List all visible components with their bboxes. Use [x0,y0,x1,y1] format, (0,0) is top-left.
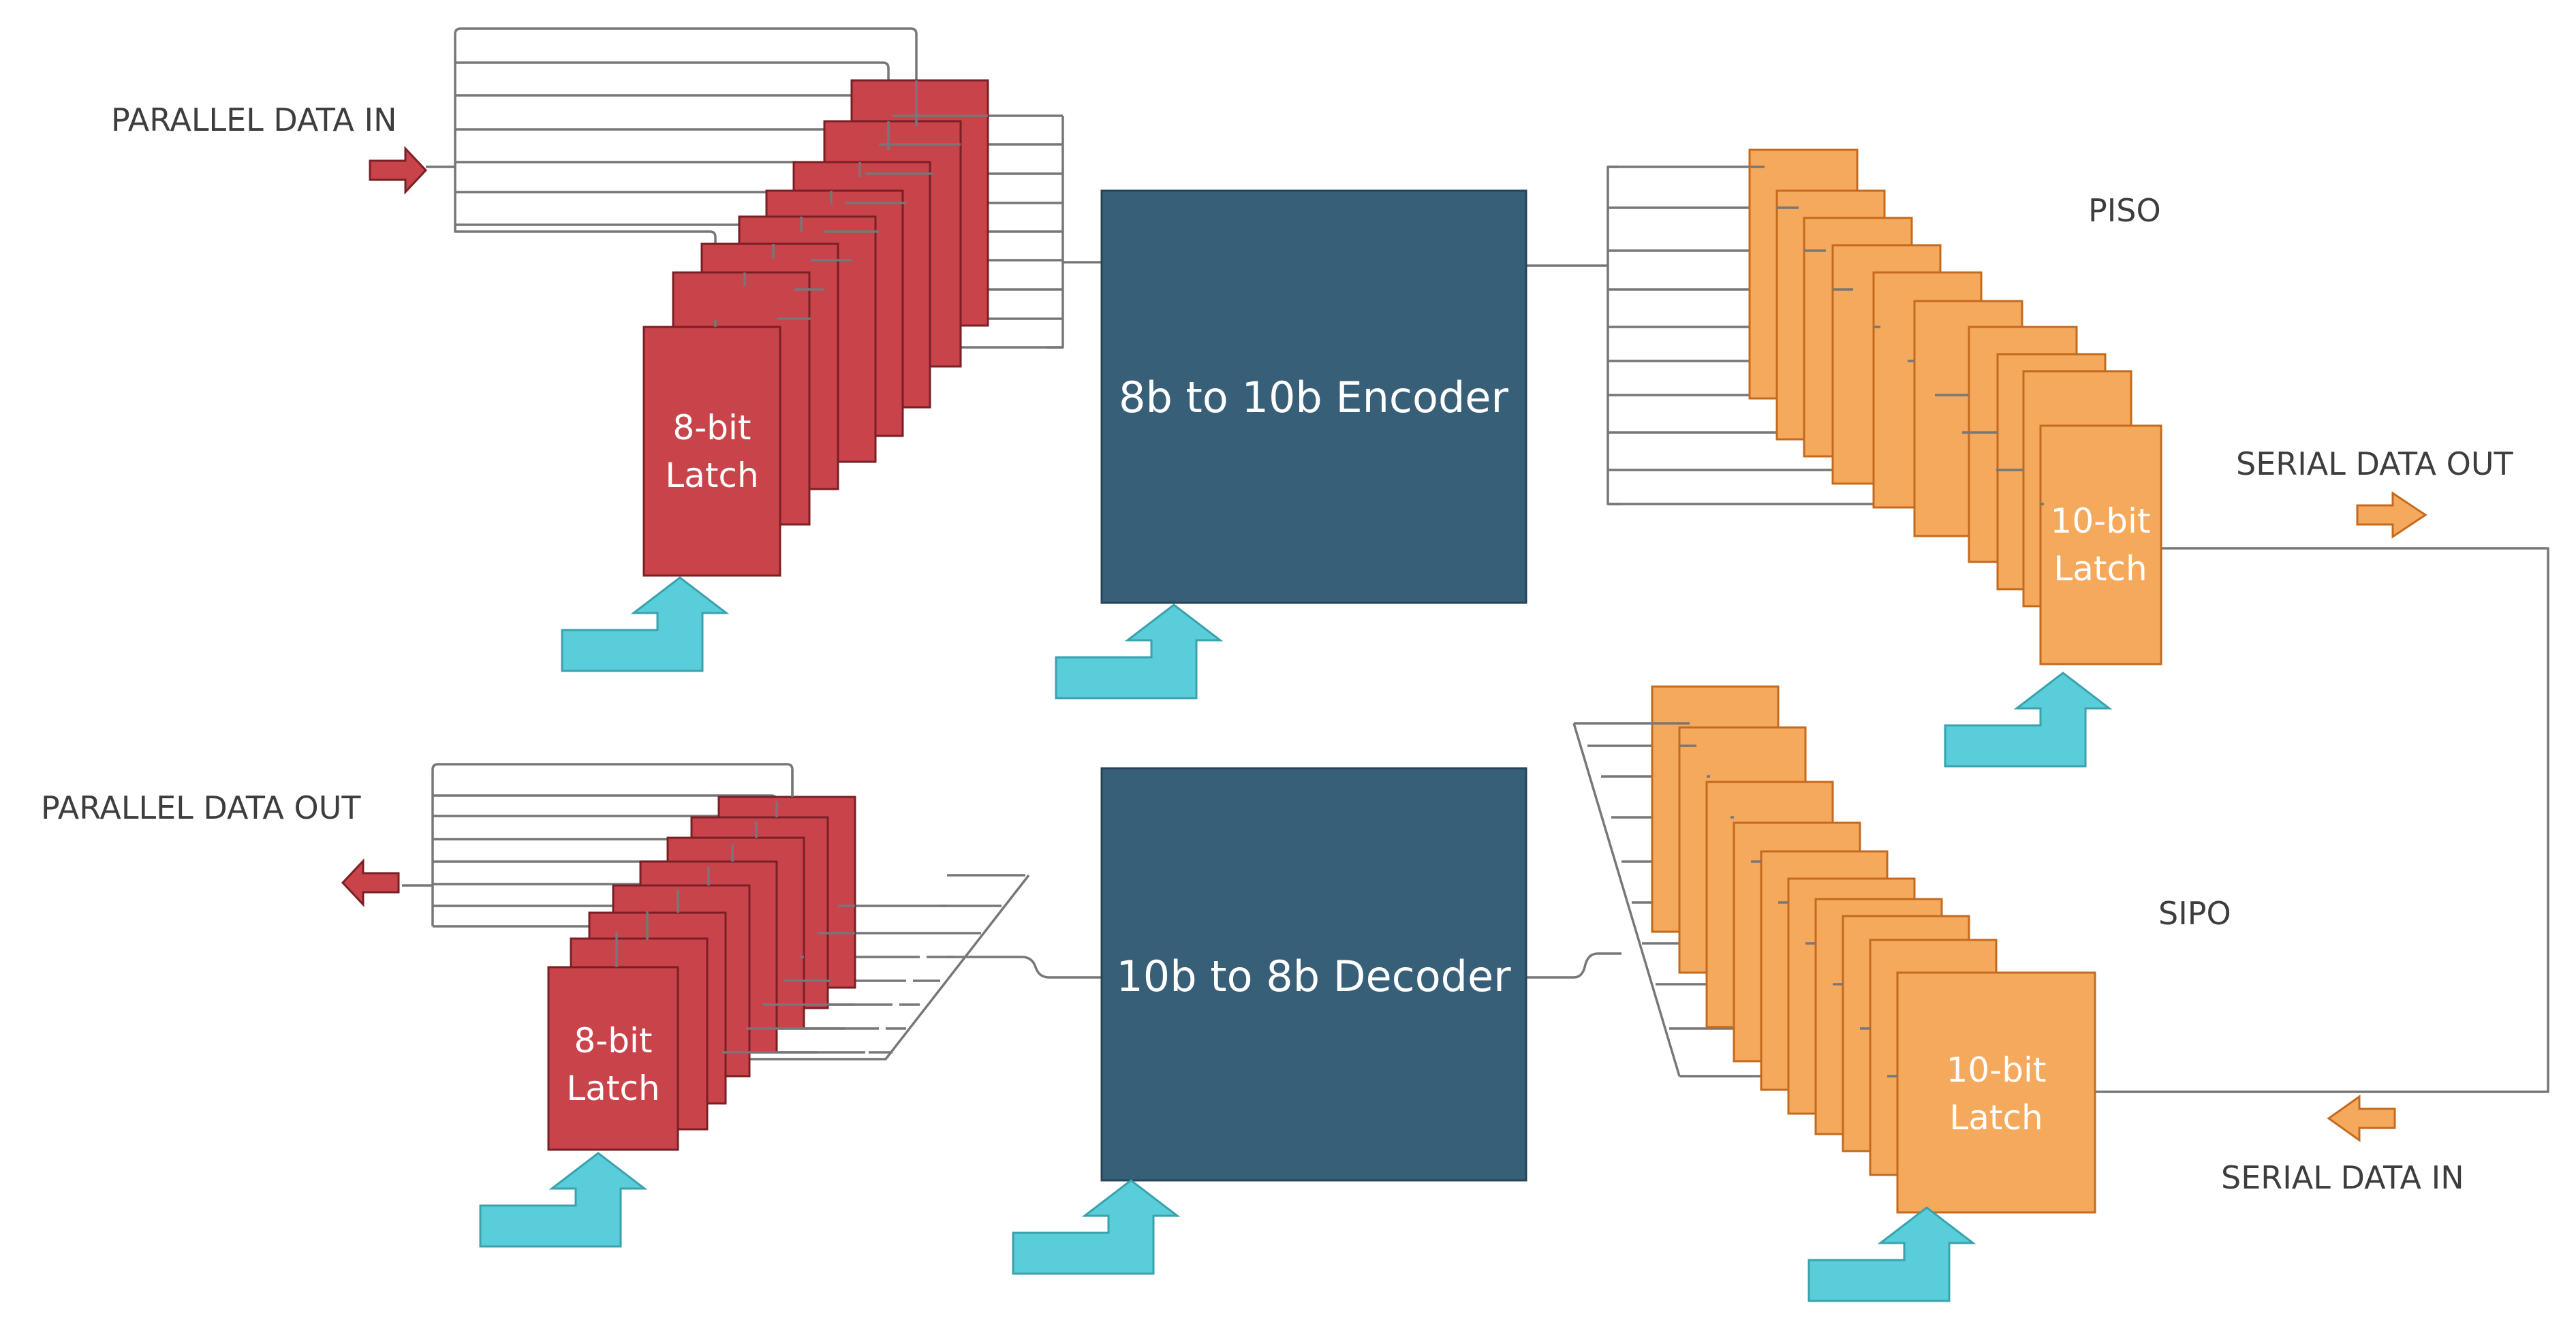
decoder-label: 10b to 8b Decoder [1116,952,1511,1001]
parallel-out-arrow-icon [341,858,400,907]
piso-latch-label-line2: Latch [2053,549,2147,588]
serial-link [2092,547,2549,1093]
rx-output-wire-1 [431,763,794,797]
tx-input-bus [426,41,470,233]
sipo-latch-label-line1: 10-bit [1946,1050,2047,1090]
rx-input-bus [702,874,1030,1060]
rx-8bit-latch-stack: 8-bit Latch [547,770,856,1151]
serial-out-arrow-icon [2356,491,2427,539]
parallel-data-in-label: PARALLEL DATA IN [111,101,397,138]
piso-label: PISO [2088,192,2161,229]
rx-card-taps [615,770,855,1054]
sipo-card-taps [1652,722,1897,1078]
tx-input-wire-2 [455,61,890,150]
rx-latch-clock-icon [479,1152,648,1248]
tx-latch-label-line1: 8-bit [672,408,751,447]
piso-input-bus [1607,166,1621,505]
data-arrows [341,146,2427,1142]
tx-latch-label-line2: Latch [665,456,758,495]
serial-data-out-label: SERIAL DATA OUT [2236,445,2514,482]
tx-input-wire-8 [470,230,717,320]
rx-latch-label-line1: 8-bit [574,1021,652,1060]
encoder-clock-icon [1055,603,1224,700]
sipo-to-decoder [1526,952,1621,979]
encoder-block: 8b to 10b Encoder [1100,189,1527,604]
clock-arrows [479,576,2113,1302]
piso-card-taps [1750,166,2044,505]
tx-latch-front [642,326,781,577]
sipo-output-bus [1572,723,1681,1077]
sipo-label: SIPO [2158,895,2231,932]
sipo-latch-front [1896,971,2096,1214]
encoder-label: 8b to 10b Encoder [1119,373,1508,422]
tx-latch-clock-icon [561,576,730,672]
sipo-10bit-latch-stack: 10-bit Latch [1651,685,2096,1214]
decoder-block: 10b to 8b Decoder [1100,767,1527,1182]
piso-latch-label-line1: 10-bit [2051,501,2151,541]
tx-8bit-latch-stack: 8-bit Latch [642,79,989,577]
serial-data-in-label: SERIAL DATA IN [2221,1159,2464,1196]
sipo-latch-label-line2: Latch [1949,1098,2043,1137]
rx-input-wires [869,874,1025,1054]
piso-clock-icon [1944,672,2113,768]
parallel-data-out-label: PARALLEL DATA OUT [41,789,361,826]
decoder-to-rx [947,956,1102,979]
sipo-clock-icon [1807,1206,1976,1302]
serial-in-arrow-icon [2327,1095,2396,1142]
io-labels: PARALLEL DATA IN PARALLEL DATA OUT SERIA… [41,101,2514,1196]
parallel-in-arrow-icon [369,146,428,195]
tx-card-taps [714,80,988,327]
rx-latch-label-line2: Latch [566,1069,659,1108]
rx-latch-front [547,966,679,1151]
piso-latch-front [2039,424,2162,665]
tx-input-wire-1 [454,27,918,126]
decoder-clock-icon [1012,1179,1181,1275]
piso-10bit-latch-stack: 10-bit Latch [1748,148,2162,665]
tx-output-bus [1046,116,1064,349]
